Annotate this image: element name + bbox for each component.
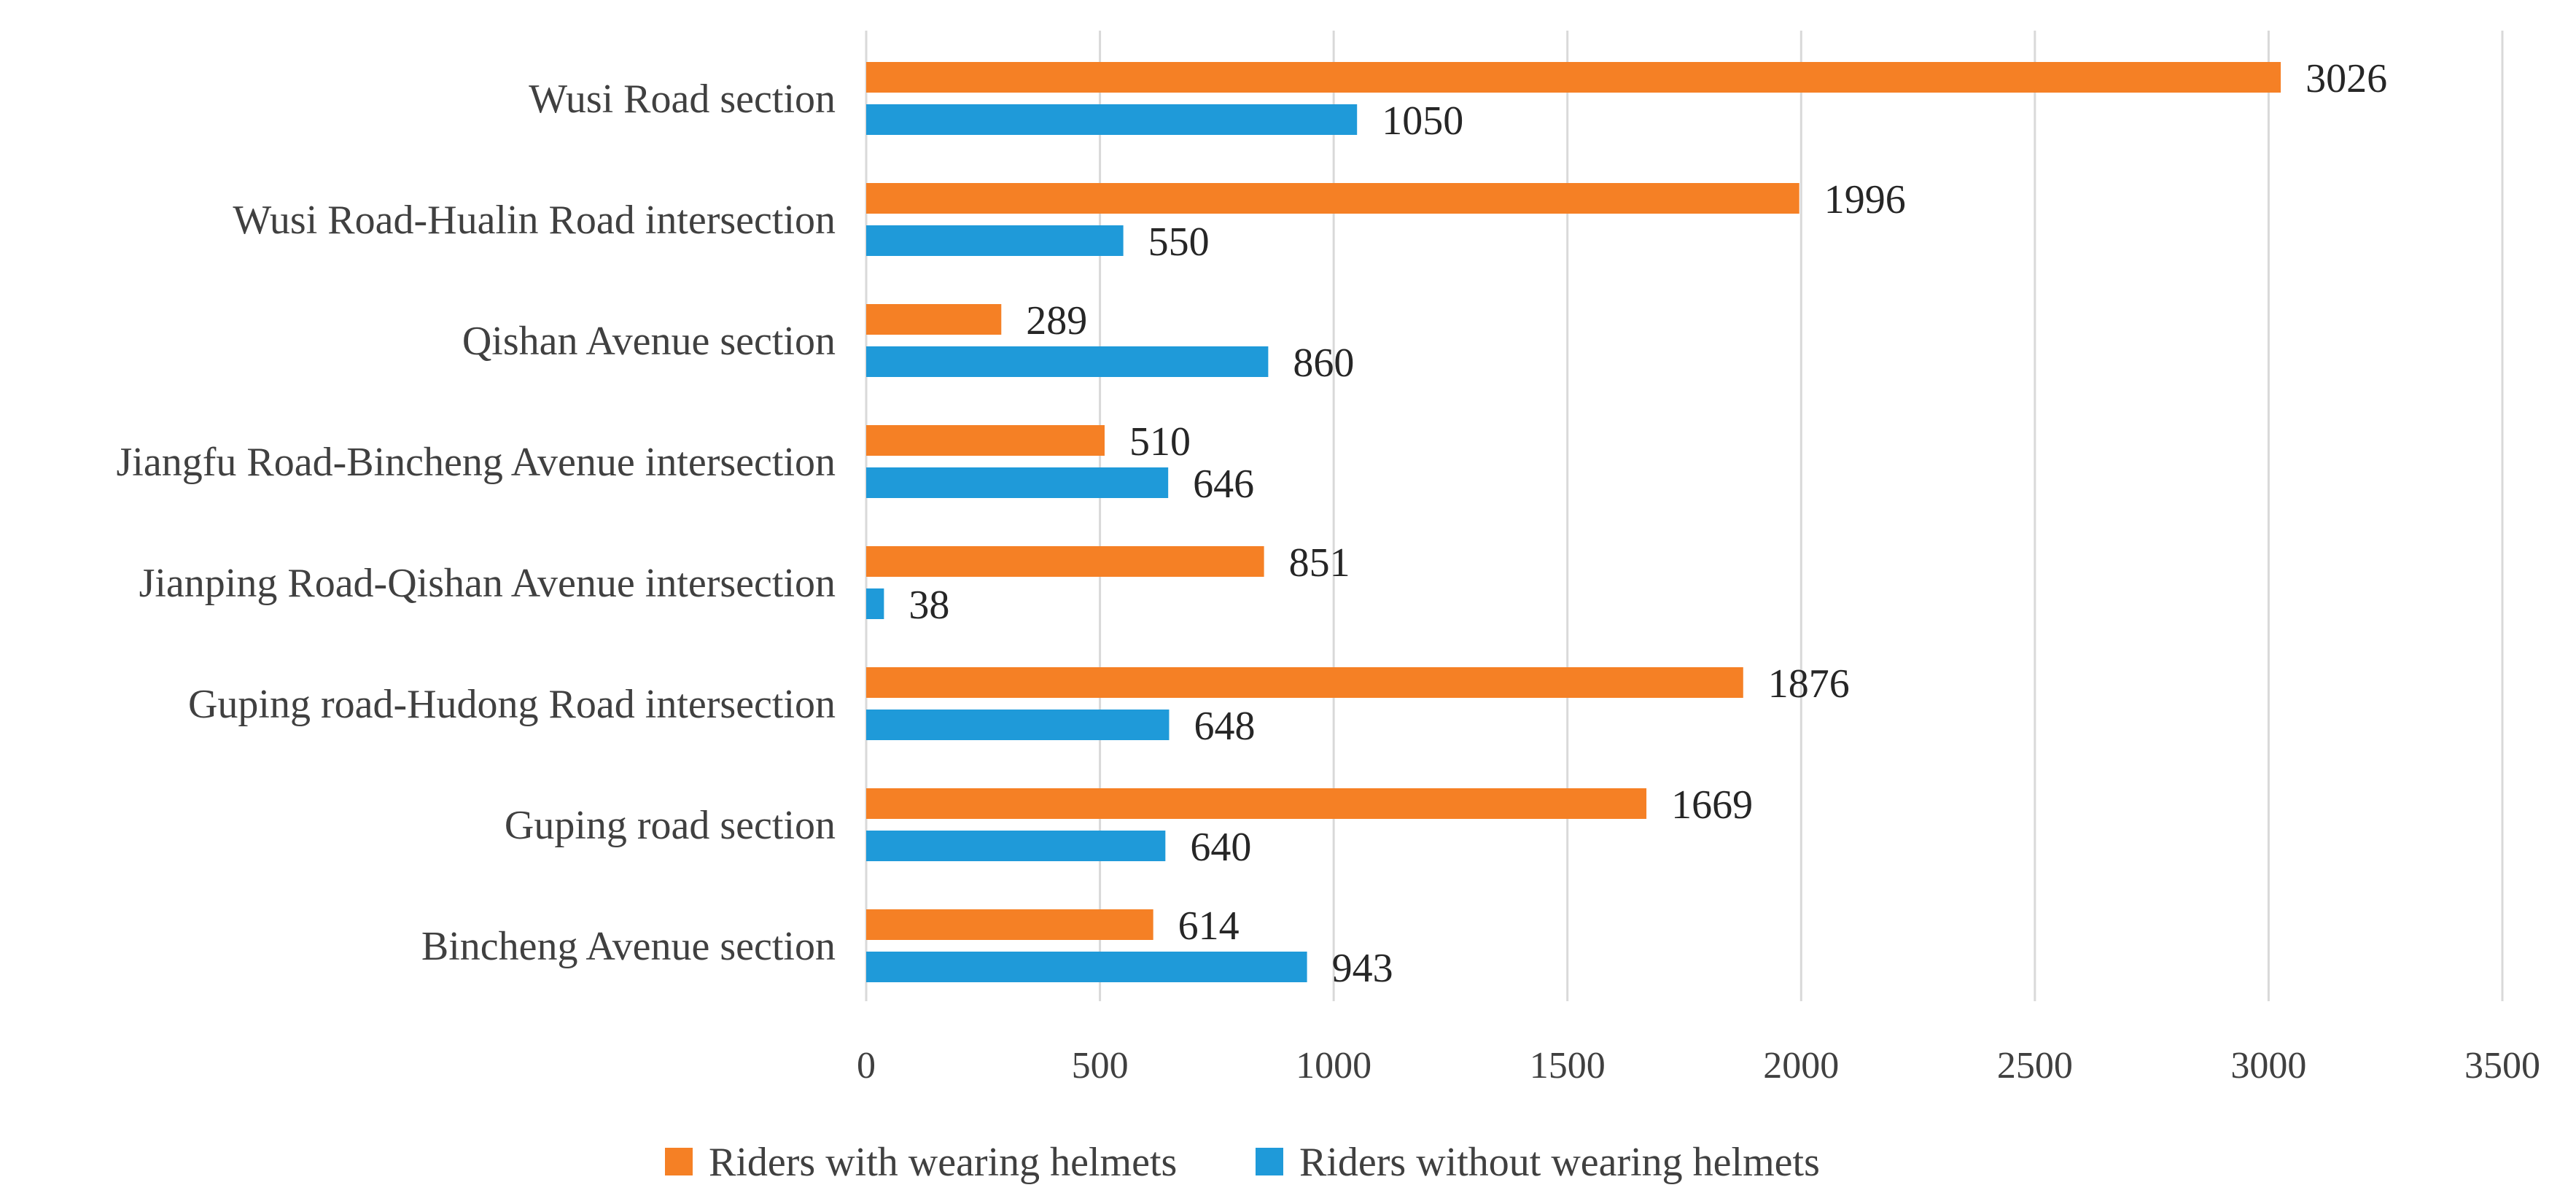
bar-with-helmets [866, 909, 1153, 940]
data-label: 38 [908, 583, 949, 628]
bar-without-helmets [866, 225, 1124, 256]
category-label: Guping road-Hudong Road intersection [188, 682, 836, 727]
bar-with-helmets [866, 667, 1743, 698]
labels: 0 500 1000 1500 2000 2500 3000 3500 Wusi Road se… [117, 56, 2540, 1087]
x-tick-label: 1500 [1530, 1045, 1606, 1087]
category-label: Wusi Road-Hualin Road intersection [233, 198, 836, 243]
data-label: 943 [1332, 946, 1393, 991]
category-label: Jianping Road-Qishan Avenue intersection [139, 561, 836, 606]
x-tick-label: 1000 [1296, 1045, 1371, 1087]
data-label: 289 [1026, 298, 1087, 343]
data-label: 646 [1193, 462, 1254, 507]
data-label: 510 [1129, 419, 1191, 465]
bars [866, 62, 2281, 982]
data-label: 648 [1194, 704, 1255, 749]
category-label: Guping road section [505, 803, 836, 848]
bar-without-helmets [866, 710, 1170, 740]
gridlines [1099, 31, 2504, 1001]
legend-label-without-helmets: Riders without wearing helmets [1299, 1140, 1820, 1185]
bar-with-helmets [866, 546, 1264, 577]
x-tick-label: 3500 [2464, 1045, 2540, 1087]
category-label: Qishan Avenue section [462, 319, 836, 364]
bar-with-helmets [866, 62, 2281, 93]
bar-without-helmets [866, 831, 1166, 861]
data-label: 3026 [2305, 56, 2387, 101]
data-label: 1669 [1671, 782, 1753, 828]
bar-without-helmets [866, 346, 1269, 377]
x-tick-label: 3000 [2230, 1045, 2306, 1087]
data-label: 1050 [1382, 98, 1463, 144]
data-label: 1876 [1768, 661, 1850, 707]
legend-swatch-without-helmets [1256, 1148, 1283, 1175]
bar-without-helmets [866, 588, 884, 619]
data-label: 550 [1148, 219, 1210, 265]
x-tick-label: 500 [1072, 1045, 1129, 1087]
bar-without-helmets [866, 952, 1307, 982]
bar-without-helmets [866, 467, 1169, 498]
x-tick-label: 0 [857, 1045, 876, 1087]
category-label: Jiangfu Road-Bincheng Avenue intersectio… [117, 440, 836, 485]
data-label: 851 [1289, 540, 1350, 586]
category-label: Bincheng Avenue section [421, 924, 836, 969]
data-label: 860 [1293, 341, 1354, 386]
bar-without-helmets [866, 104, 1358, 135]
category-label: Wusi Road section [529, 77, 836, 122]
data-label: 1996 [1824, 177, 1906, 222]
bar-with-helmets [866, 788, 1647, 819]
data-label: 614 [1178, 903, 1240, 949]
legend-swatch-with-helmets [665, 1148, 693, 1175]
legend: Riders with wearing helmets Riders witho… [665, 1140, 1820, 1185]
legend-label-with-helmets: Riders with wearing helmets [709, 1140, 1177, 1185]
data-label: 640 [1190, 825, 1251, 870]
bar-with-helmets [866, 425, 1105, 456]
bar-with-helmets [866, 183, 1799, 214]
x-tick-label: 2000 [1763, 1045, 1839, 1087]
x-tick-label: 2500 [1997, 1045, 2073, 1087]
bar-with-helmets [866, 304, 1002, 335]
